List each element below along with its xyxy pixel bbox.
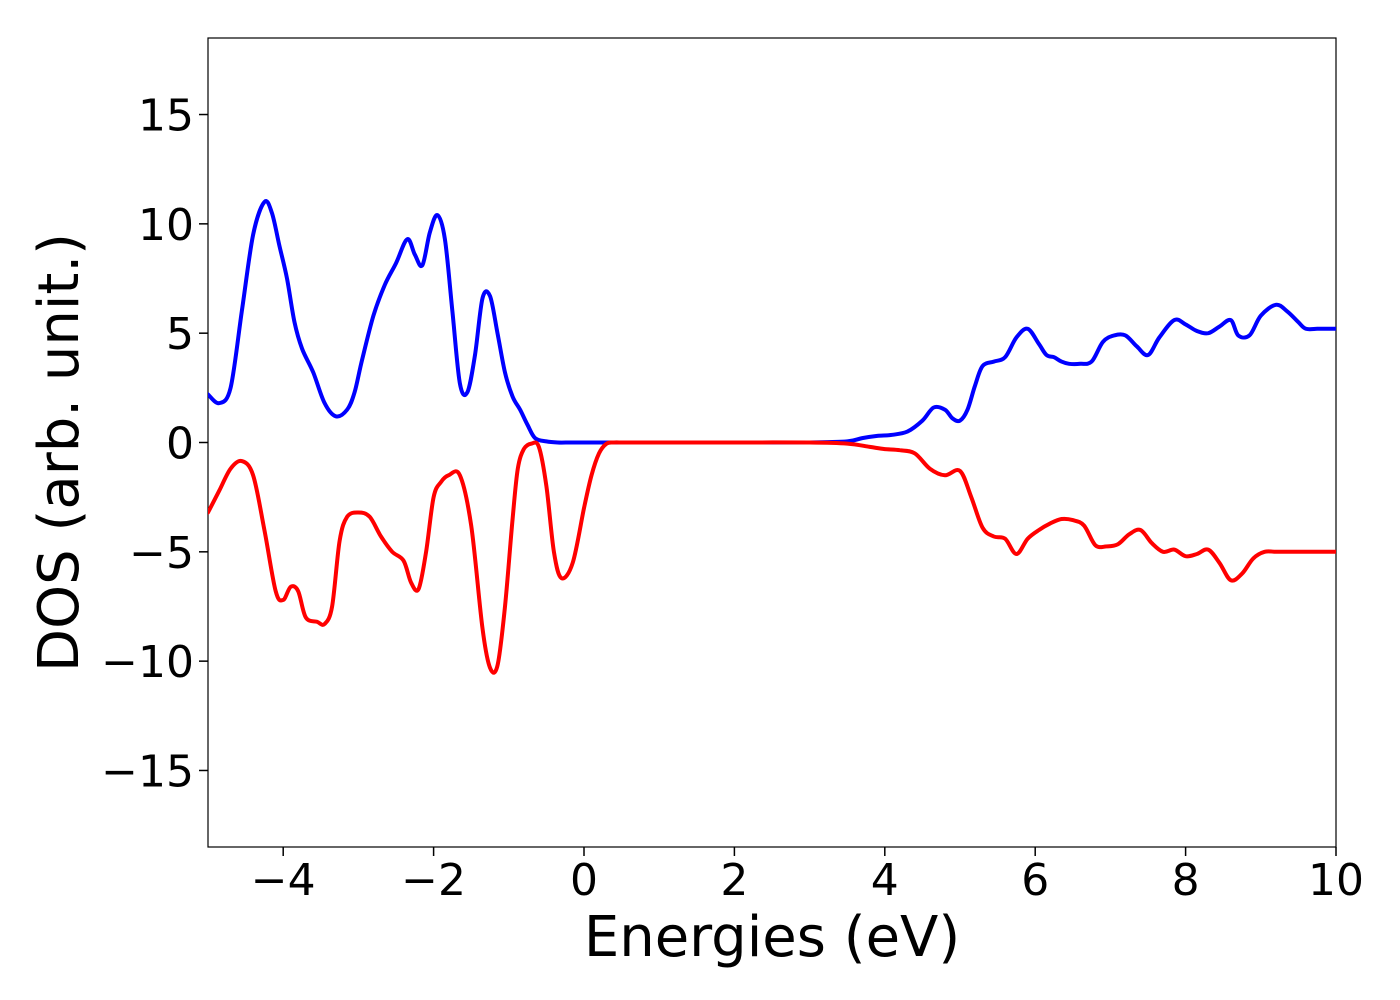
x-tick-label: −4 bbox=[251, 855, 316, 906]
x-axis-label: Energies (eV) bbox=[584, 905, 960, 970]
y-tick-label: −10 bbox=[101, 637, 194, 688]
series-line-blue bbox=[208, 199, 1336, 445]
x-tick-label: 4 bbox=[871, 855, 899, 906]
series-layer bbox=[208, 199, 1336, 675]
y-tick-label: 10 bbox=[138, 200, 194, 251]
y-tick-label: 0 bbox=[166, 419, 194, 470]
x-tick-label: −2 bbox=[401, 855, 466, 906]
y-tick-label: 15 bbox=[138, 91, 194, 142]
y-tick-label: −5 bbox=[129, 528, 194, 579]
x-tick-label: 8 bbox=[1172, 855, 1200, 906]
y-tick-label: 5 bbox=[166, 309, 194, 360]
x-axis-ticks: −4 −2 0 2 4 6 8 10 bbox=[251, 847, 1364, 906]
series-line-red bbox=[208, 440, 1336, 675]
x-tick-label: 0 bbox=[570, 855, 598, 906]
y-tick-label: −15 bbox=[101, 746, 194, 797]
x-tick-label: 10 bbox=[1308, 855, 1364, 906]
y-axis-ticks: −15 −10 −5 0 5 10 15 bbox=[101, 91, 208, 797]
x-tick-label: 2 bbox=[720, 855, 748, 906]
x-tick-label: 6 bbox=[1021, 855, 1049, 906]
y-axis-label: DOS (arb. unit.) bbox=[27, 233, 92, 672]
